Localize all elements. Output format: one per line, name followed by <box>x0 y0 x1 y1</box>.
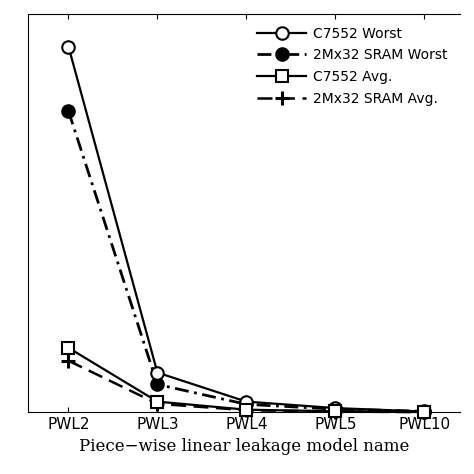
2Mx32 SRAM Avg. <box>244 407 249 413</box>
2Mx32 SRAM Worst <box>65 108 71 114</box>
2Mx32 SRAM Worst <box>332 406 338 412</box>
C7552 Worst <box>421 409 427 414</box>
2Mx32 SRAM Worst <box>421 409 427 414</box>
2Mx32 SRAM Avg. <box>155 401 160 407</box>
Legend: C7552 Worst, 2Mx32 SRAM Worst, C7552 Avg., 2Mx32 SRAM Avg.: C7552 Worst, 2Mx32 SRAM Worst, C7552 Avg… <box>252 21 453 111</box>
C7552 Worst <box>155 370 160 375</box>
Line: 2Mx32 SRAM Avg.: 2Mx32 SRAM Avg. <box>62 354 431 419</box>
C7552 Avg. <box>332 409 338 414</box>
2Mx32 SRAM Worst <box>244 401 249 407</box>
2Mx32 SRAM Avg. <box>421 410 427 415</box>
2Mx32 SRAM Avg. <box>332 409 338 414</box>
2Mx32 SRAM Worst <box>155 382 160 387</box>
Line: 2Mx32 SRAM Worst: 2Mx32 SRAM Worst <box>62 105 430 418</box>
C7552 Avg. <box>421 409 427 415</box>
C7552 Worst <box>332 405 338 411</box>
2Mx32 SRAM Avg. <box>65 358 71 364</box>
C7552 Worst <box>244 399 249 404</box>
X-axis label: Piece−wise linear leakage model name: Piece−wise linear leakage model name <box>79 438 409 455</box>
C7552 Avg. <box>244 407 249 412</box>
C7552 Worst <box>65 44 71 49</box>
C7552 Avg. <box>155 399 160 404</box>
Line: C7552 Avg.: C7552 Avg. <box>63 342 430 418</box>
Line: C7552 Worst: C7552 Worst <box>62 40 430 418</box>
C7552 Avg. <box>65 345 71 351</box>
